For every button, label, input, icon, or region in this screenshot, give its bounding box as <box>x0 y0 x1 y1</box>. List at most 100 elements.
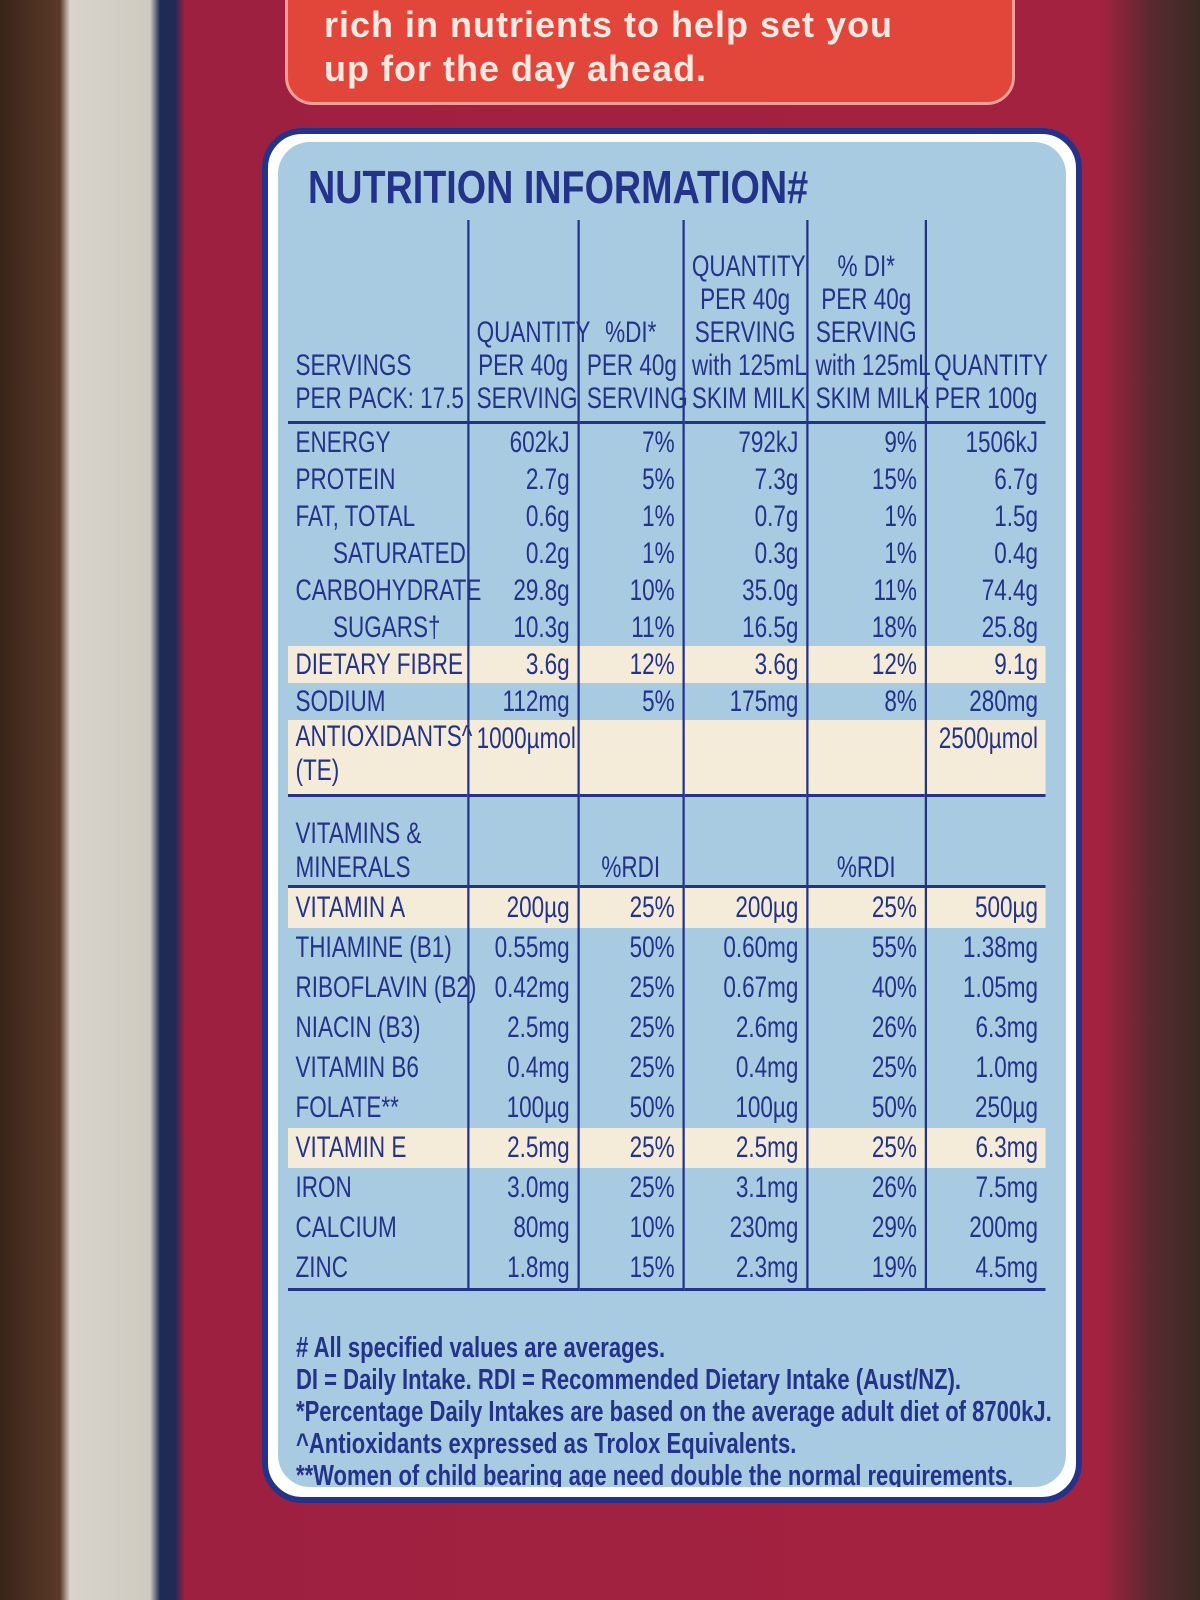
cell: 6.3mg <box>924 1008 1046 1048</box>
vitamin-row: VITAMIN A 200µg 25% 200µg 25% 500µg <box>288 886 1046 928</box>
cell: 1000µmol <box>466 720 579 796</box>
vitamin-row: FOLATE** 100µg 50% 100µg 50% 250µg <box>288 1088 1046 1128</box>
cell: 0.67mg <box>682 968 807 1008</box>
vitamins-header-cell <box>682 794 807 888</box>
cell: 1.8mg <box>466 1248 579 1291</box>
cell: 2.5mg <box>466 1128 579 1168</box>
row-label: FAT, TOTAL <box>295 500 416 533</box>
cell: 25% <box>805 886 926 928</box>
cell: 12% <box>805 646 926 683</box>
cell: 9% <box>805 422 926 461</box>
cell: 25% <box>577 1048 684 1088</box>
cell: 1.38mg <box>924 928 1046 968</box>
vitamins-header-row: VITAMINS & MINERALS %RDI %RDI <box>288 794 1046 888</box>
header-line: PER 100g <box>934 382 1038 415</box>
row-label: CALCIUM <box>295 1211 397 1244</box>
cell: 1% <box>805 498 926 535</box>
vitamin-row: CALCIUM 80mg 10% 230mg 29% 200mg <box>288 1208 1046 1248</box>
cell: 35.0g <box>682 572 807 609</box>
vitamin-row: NIACIN (B3) 2.5mg 25% 2.6mg 26% 6.3mg <box>288 1008 1046 1048</box>
header-cell: %DI* PER 40g SERVING <box>577 220 688 424</box>
nutrient-row: ANTIOXIDANTS^ (TE) 1000µmol 2500µmol <box>288 720 1046 796</box>
row-label: SODIUM <box>295 685 386 718</box>
vitamin-row: VITAMIN E 2.5mg 25% 2.5mg 25% 6.3mg <box>288 1128 1046 1168</box>
cell: 3.6g <box>466 646 579 683</box>
vitamin-row: VITAMIN B6 0.4mg 25% 0.4mg 25% 1.0mg <box>288 1048 1046 1088</box>
cell: 15% <box>577 1248 684 1291</box>
cell: 29.8g <box>466 572 579 609</box>
cell: 15% <box>805 461 926 498</box>
cell: 3.0mg <box>466 1168 579 1208</box>
cell: 7% <box>577 422 684 461</box>
vitamin-row: RIBOFLAVIN (B2) 0.42mg 25% 0.67mg 40% 1.05mg <box>288 968 1046 1008</box>
cell: 2.6mg <box>682 1008 807 1048</box>
cell: 6.7g <box>924 461 1046 498</box>
cell: 0.3g <box>682 535 807 572</box>
header-line: PER PACK: 17.5 <box>295 382 464 415</box>
cell: 602kJ <box>466 422 579 461</box>
header-line: QUANTITY <box>476 316 591 349</box>
row-label: VITAMIN B6 <box>295 1051 419 1084</box>
vitamins-header-cell: %RDI <box>577 794 684 888</box>
cell: 1506kJ <box>924 422 1046 461</box>
cell: 500µg <box>924 886 1046 928</box>
cell: 3.1mg <box>682 1168 807 1208</box>
cell: 200mg <box>924 1208 1046 1248</box>
vitamins-header-cell: VITAMINS & MINERALS <box>288 794 468 888</box>
cell: 80mg <box>466 1208 579 1248</box>
footnote: ^Antioxidants expressed as Trolox Equiva… <box>296 1428 797 1460</box>
cell: 19% <box>805 1248 926 1291</box>
cell: 2500µmol <box>924 720 1046 796</box>
cell: 25% <box>805 1128 926 1168</box>
nutrient-rows: ENERGY 602kJ 7% 792kJ 9% 1506kJ PROTEIN 2.7g 5% 7… <box>288 422 1046 796</box>
header-cell: SERVINGS PER PACK: 17.5 <box>288 220 468 424</box>
footnote: **Women of child bearing age need double… <box>296 1460 1014 1487</box>
cell: 10.3g <box>466 609 579 646</box>
cell: 74.4g <box>924 572 1046 609</box>
header-line: QUANTITY <box>934 349 1048 382</box>
cell: 0.55mg <box>466 928 579 968</box>
header-line: PER 40g <box>586 349 677 382</box>
header-line: % DI* <box>837 250 896 283</box>
cell: 25% <box>577 968 684 1008</box>
cell: 0.4mg <box>682 1048 807 1088</box>
title: NUTRITION INFORMATION# <box>308 161 809 213</box>
header-line: SERVINGS <box>295 349 412 382</box>
row-label: VITAMIN E <box>295 1131 407 1164</box>
row-label: IRON <box>295 1171 352 1204</box>
cell: 1.5g <box>924 498 1046 535</box>
cell: 10% <box>577 572 684 609</box>
header-cell: QUANTITY PER 40g SERVING with 125mL SKIM MIL… <box>682 220 807 424</box>
cell: 10% <box>577 1208 684 1248</box>
nutrition-panel: NUTRITION INFORMATION# SERVINGS PER PACK:… <box>262 128 1082 1503</box>
table-wrap: SERVINGS PER PACK: 17.5 QUANTITY PER 40g SER… <box>288 220 1048 1291</box>
header-line: PER 40g <box>478 349 569 382</box>
cell: 6.3mg <box>924 1128 1046 1168</box>
nutrient-row: DIETARY FIBRE 3.6g 12% 3.6g 12% 9.1g <box>288 646 1046 683</box>
cell <box>577 720 684 796</box>
cell: 18% <box>805 609 926 646</box>
cell: 11% <box>805 572 926 609</box>
cell: 12% <box>577 646 684 683</box>
nutrient-row: ENERGY 602kJ 7% 792kJ 9% 1506kJ <box>288 422 1046 461</box>
cell: 25% <box>577 1008 684 1048</box>
cell: 25% <box>577 886 684 928</box>
cell: 2.7g <box>466 461 579 498</box>
footnotes: # All specified values are averages. DI =… <box>296 1332 1056 1487</box>
cell: 2.5mg <box>682 1128 807 1168</box>
cell: 100µg <box>466 1088 579 1128</box>
cell: 0.6g <box>466 498 579 535</box>
vitamins-header-cell <box>466 794 579 888</box>
vitamins-header-cell <box>924 794 1046 888</box>
header-cell: QUANTITY PER 40g SERVING <box>466 220 591 424</box>
row-label: DIETARY FIBRE <box>295 648 464 681</box>
row-label: ENERGY <box>295 426 391 459</box>
row-label: SUGARS† <box>333 611 441 644</box>
cell: 1% <box>577 498 684 535</box>
cell: 8% <box>805 683 926 720</box>
cell: 1.0mg <box>924 1048 1046 1088</box>
cell: 100µg <box>682 1088 807 1128</box>
cell: 250µg <box>924 1088 1046 1128</box>
footnote: *Percentage Daily Intakes are based on t… <box>296 1396 1052 1428</box>
footnote: DI = Daily Intake. RDI = Recommended Die… <box>296 1364 962 1396</box>
